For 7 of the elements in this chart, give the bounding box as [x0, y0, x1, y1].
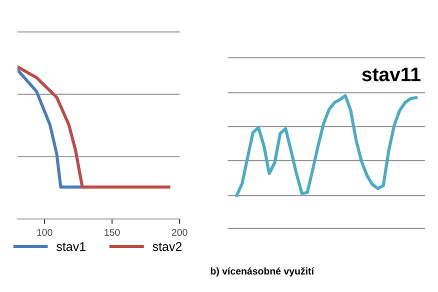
- x-tick-label: 200: [172, 228, 188, 236]
- legend-label: stav1: [56, 242, 86, 251]
- legend-label: stav2: [152, 242, 182, 251]
- x-tick-label: 150: [104, 228, 120, 236]
- x-tick-label: 100: [37, 228, 52, 236]
- chart-title: stav11: [362, 68, 420, 82]
- text: b) vícenásobné využití: [210, 267, 314, 276]
